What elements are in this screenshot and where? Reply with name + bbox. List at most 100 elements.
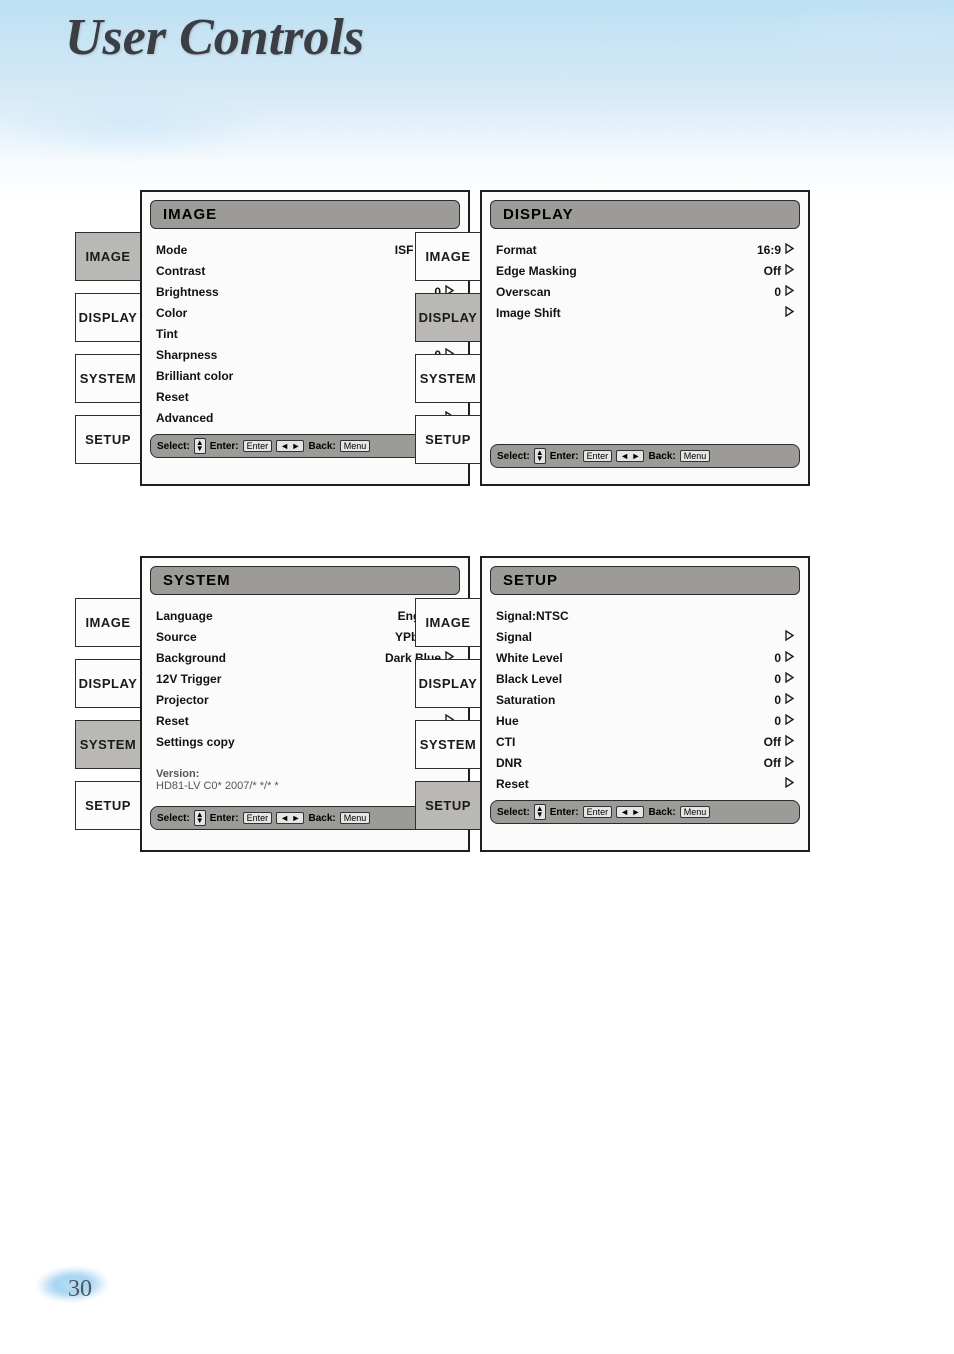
- menu-item-label: Settings copy: [156, 735, 445, 749]
- side-tabs: IMAGE DISPLAY SYSTEM SETUP: [415, 598, 480, 842]
- tab-system[interactable]: SYSTEM: [415, 354, 480, 403]
- panel-display: IMAGEDISPLAYSYSTEMSETUP DISPLAY Format16…: [480, 190, 810, 486]
- leftright-key-icon: ◄ ►: [616, 806, 644, 818]
- menu-item[interactable]: Signal: [490, 626, 800, 647]
- tab-display[interactable]: DISPLAY: [75, 293, 140, 342]
- menu-item[interactable]: CTIOff: [490, 731, 800, 752]
- menu-item[interactable]: SourceYPbPr 1: [150, 626, 460, 647]
- menu-item-value: 0: [774, 651, 781, 665]
- menu-item[interactable]: Tint0: [150, 323, 460, 344]
- menu-item[interactable]: Settings copy: [150, 731, 460, 752]
- tab-system[interactable]: SYSTEM: [75, 354, 140, 403]
- tab-display[interactable]: DISPLAY: [415, 293, 480, 342]
- menu-item[interactable]: Overscan0: [490, 281, 800, 302]
- menu-item-label: Reset: [156, 390, 445, 404]
- menu-item[interactable]: Hue0: [490, 710, 800, 731]
- chevron-right-icon: [785, 285, 794, 299]
- menu-item[interactable]: Reset: [490, 773, 800, 794]
- menu-item-label: Saturation: [496, 693, 774, 707]
- menu-box-setup: SETUP Signal:NTSC SignalWhite Level0Blac…: [480, 556, 810, 852]
- footer-select-label: Select:: [157, 441, 190, 452]
- menu-box-display: DISPLAY Format16:9Edge MaskingOffOversca…: [480, 190, 810, 486]
- menu-item[interactable]: Advanced: [150, 407, 460, 428]
- tab-setup[interactable]: SETUP: [415, 781, 480, 830]
- menu-item[interactable]: Contrast0: [150, 260, 460, 281]
- tab-display[interactable]: DISPLAY: [415, 659, 480, 708]
- menu-item[interactable]: Image Shift: [490, 302, 800, 323]
- menu-item[interactable]: LanguageEnglish: [150, 605, 460, 626]
- tab-image[interactable]: IMAGE: [415, 598, 480, 647]
- tab-image[interactable]: IMAGE: [415, 232, 480, 281]
- tab-display[interactable]: DISPLAY: [75, 659, 140, 708]
- page-title: User Controls: [65, 8, 364, 67]
- menu-item-label: White Level: [496, 651, 774, 665]
- menu-item-value: Off: [764, 264, 781, 278]
- menu-item-value: 0: [774, 672, 781, 686]
- menu-item[interactable]: Color0: [150, 302, 460, 323]
- menu-item-label: Format: [496, 243, 757, 257]
- chevron-right-icon: [785, 630, 794, 644]
- footer-enter-label: Enter:: [550, 451, 579, 462]
- tab-setup[interactable]: SETUP: [415, 415, 480, 464]
- menu-item-value: 0: [774, 714, 781, 728]
- enter-key-icon: Enter: [583, 450, 613, 462]
- decorative-cloud: [754, 5, 954, 75]
- menu-item[interactable]: Sharpness0: [150, 344, 460, 365]
- menu-item[interactable]: Saturation0: [490, 689, 800, 710]
- signal-info-label: Signal:NTSC: [496, 609, 794, 623]
- menu-item-label: Image Shift: [496, 306, 785, 320]
- menu-item[interactable]: 12V Trigger: [150, 668, 460, 689]
- menu-item[interactable]: Brightness0: [150, 281, 460, 302]
- chevron-right-icon: [785, 672, 794, 686]
- decorative-cloud: [0, 85, 260, 155]
- menu-footer: Select:▲▼Enter:Enter◄ ►Back:Menu: [150, 434, 460, 458]
- enter-key-icon: Enter: [243, 440, 273, 452]
- footer-back-label: Back:: [308, 813, 335, 824]
- footer-back-label: Back:: [648, 451, 675, 462]
- footer-enter-label: Enter:: [210, 813, 239, 824]
- menu-item[interactable]: Reset: [150, 386, 460, 407]
- menu-item[interactable]: Projector: [150, 689, 460, 710]
- menu-item-label: Language: [156, 609, 398, 623]
- menu-footer: Select:▲▼Enter:Enter◄ ►Back:Menu: [490, 444, 800, 468]
- menu-title: IMAGE: [150, 200, 460, 229]
- menu-item-label: Color: [156, 306, 434, 320]
- signal-info: Signal:NTSC: [490, 605, 800, 626]
- menu-item[interactable]: DNROff: [490, 752, 800, 773]
- tab-setup[interactable]: SETUP: [75, 415, 140, 464]
- menu-item-label: Edge Masking: [496, 264, 764, 278]
- chevron-right-icon: [785, 756, 794, 770]
- menu-item-label: Reset: [156, 714, 445, 728]
- footer-select-label: Select:: [157, 813, 190, 824]
- tab-system[interactable]: SYSTEM: [415, 720, 480, 769]
- tab-image[interactable]: IMAGE: [75, 598, 140, 647]
- menu-item[interactable]: Brilliant color0: [150, 365, 460, 386]
- chevron-right-icon: [785, 777, 794, 791]
- enter-key-icon: Enter: [583, 806, 613, 818]
- menu-item-label: Black Level: [496, 672, 774, 686]
- menu-item[interactable]: BackgroundDark Blue: [150, 647, 460, 668]
- menu-item-label: Reset: [496, 777, 785, 791]
- menu-item-value: 0: [774, 693, 781, 707]
- tab-setup[interactable]: SETUP: [75, 781, 140, 830]
- menu-item-label: Tint: [156, 327, 434, 341]
- menu-item-value: 0: [774, 285, 781, 299]
- menu-item[interactable]: Edge MaskingOff: [490, 260, 800, 281]
- menu-key-icon: Menu: [680, 450, 711, 462]
- footer-back-label: Back:: [648, 807, 675, 818]
- version-label: Version:: [156, 768, 454, 780]
- menu-item[interactable]: White Level0: [490, 647, 800, 668]
- menu-title: DISPLAY: [490, 200, 800, 229]
- menu-item[interactable]: ModeISF DAY: [150, 239, 460, 260]
- menu-item-label: Brilliant color: [156, 369, 434, 383]
- menu-title: SYSTEM: [150, 566, 460, 595]
- menu-item[interactable]: Format16:9: [490, 239, 800, 260]
- menu-item-label: DNR: [496, 756, 764, 770]
- menu-item[interactable]: Black Level0: [490, 668, 800, 689]
- panels-container: IMAGE DISPLAY SYSTEM SETUP IMAGE ModeISF DA…: [140, 190, 840, 922]
- tab-image[interactable]: IMAGE: [75, 232, 140, 281]
- leftright-key-icon: ◄ ►: [276, 812, 304, 824]
- menu-item-label: Brightness: [156, 285, 434, 299]
- tab-system[interactable]: SYSTEM: [75, 720, 140, 769]
- menu-item[interactable]: Reset: [150, 710, 460, 731]
